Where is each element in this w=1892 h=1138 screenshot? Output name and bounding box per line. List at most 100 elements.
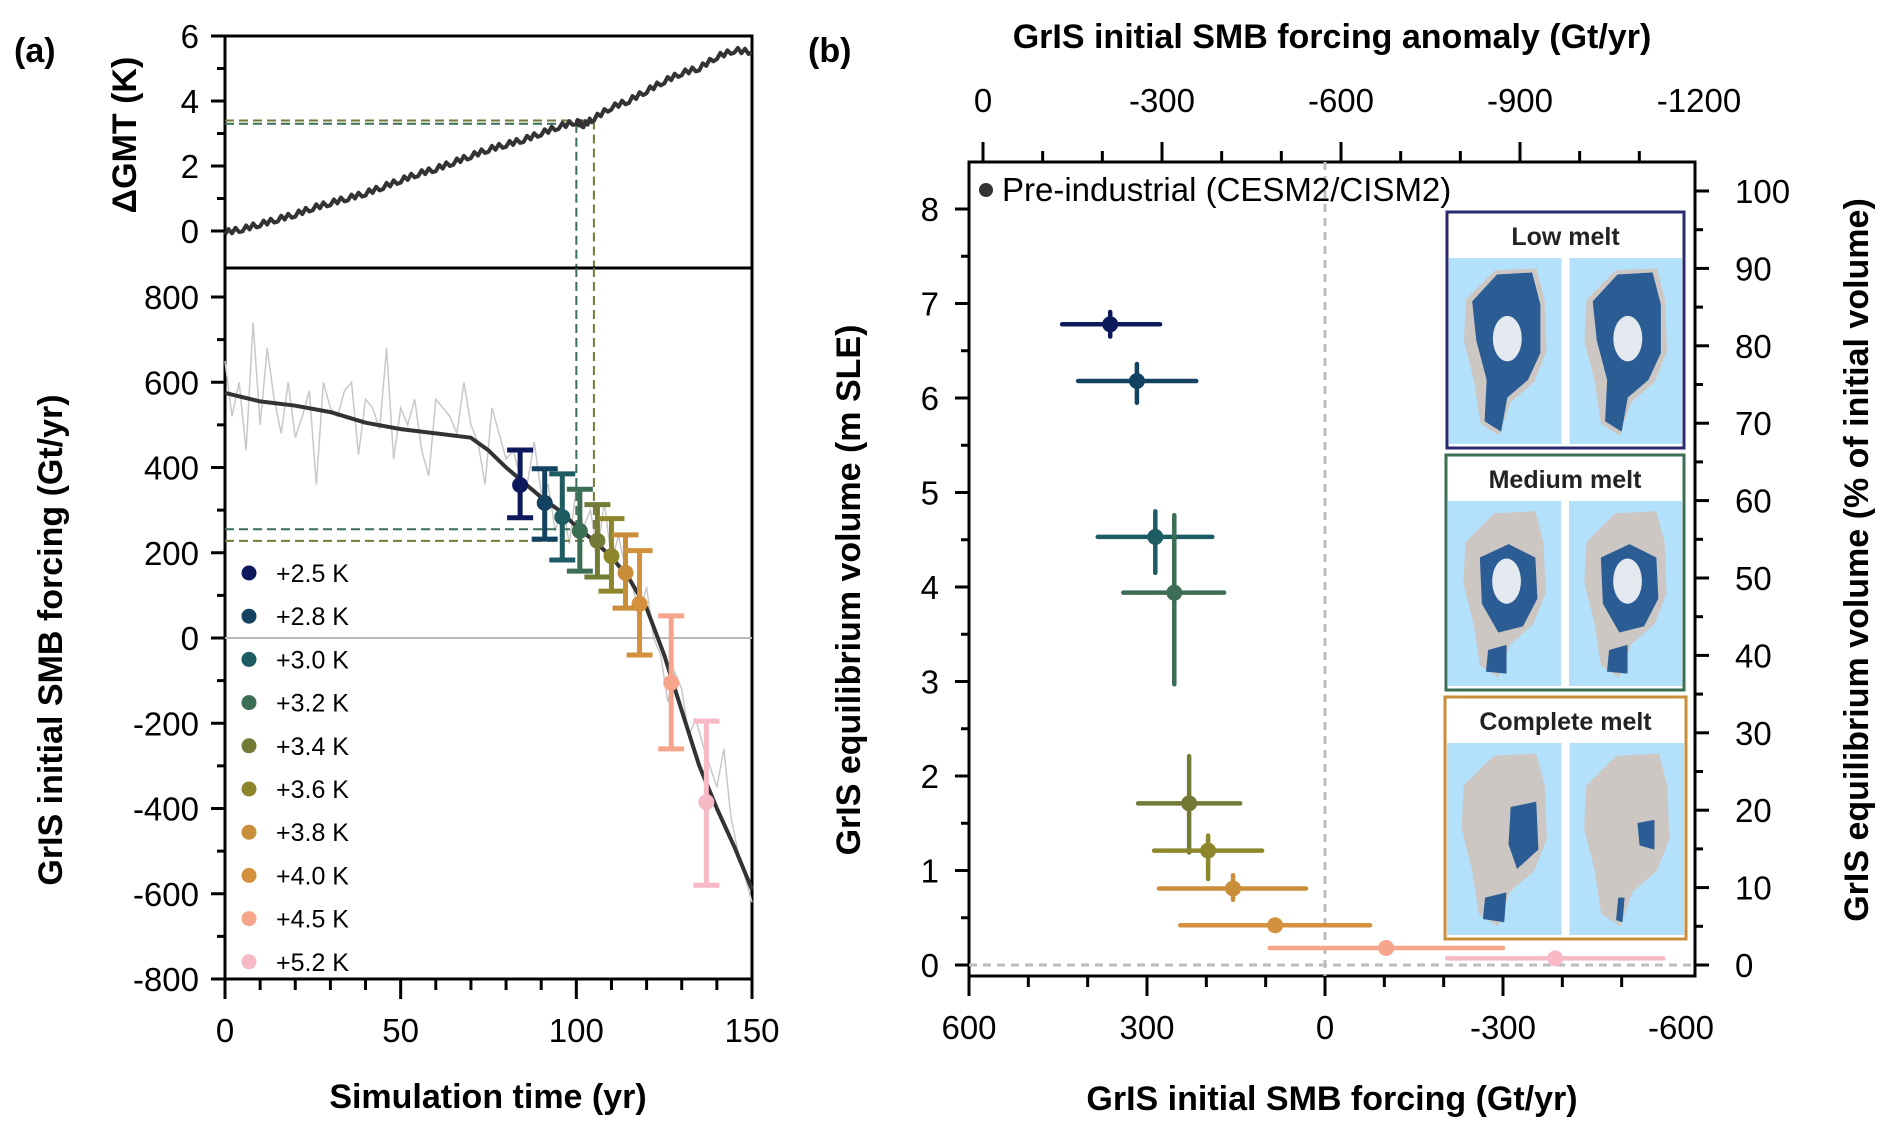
- b-data-point: [1378, 939, 1395, 956]
- b-ytick-label: 8: [921, 191, 939, 228]
- a-data-point: [603, 548, 620, 565]
- b-top-xtick-label: 0: [974, 82, 992, 119]
- b-xtick-label: 300: [1119, 1009, 1174, 1046]
- a-bottom-ytick-label: -200: [133, 705, 199, 742]
- b-data-point: [1102, 316, 1119, 333]
- b-ylabel: GrIS equilibrium volume (m SLE): [830, 325, 868, 856]
- legend-label: +3.0 K: [276, 646, 349, 674]
- b-frame: [967, 160, 1697, 978]
- b-data-point: [1200, 842, 1217, 859]
- a-top-ytick-label: 0: [181, 213, 199, 250]
- b-right-ytick-label: 0: [1735, 947, 1753, 984]
- a-bottom-ylabel: GrIS initial SMB forcing (Gt/yr): [32, 394, 70, 885]
- inset-map-land: [1584, 753, 1670, 927]
- b-right-ytick-label: 20: [1735, 792, 1772, 829]
- a-data-point: [631, 595, 648, 612]
- inset-map-ice-interior: [1492, 558, 1521, 604]
- a-errorbar-point: [693, 718, 720, 888]
- a-data-point: [571, 523, 588, 540]
- a-errorbar-point: [531, 466, 558, 542]
- a-errorbar-point: [566, 486, 593, 574]
- b-xtick-label: -600: [1648, 1009, 1714, 1046]
- panel-a: 0 2 4 6 800 600 400 200 0 -200 -400 -600 -800 0 50 100 1…: [133, 18, 780, 1049]
- a-errorbar-point: [598, 516, 625, 594]
- a-bottom-ytick-label: -800: [133, 961, 199, 998]
- legend-label: +3.2 K: [276, 690, 349, 718]
- inset-medium-melt: Medium melt: [1444, 453, 1686, 692]
- inset-map-ice-interior: [1613, 315, 1643, 362]
- b-ytick-label: 3: [921, 664, 939, 701]
- b-ytick-label: 4: [921, 569, 939, 606]
- b-right-ytick-label: 50: [1735, 560, 1772, 597]
- b-reference-marker: [979, 183, 993, 197]
- inset-map-ice: [1616, 819, 1655, 923]
- b-ytick-label: 0: [921, 947, 939, 984]
- b-ytick-label: 1: [921, 853, 939, 890]
- inset-title: Medium melt: [1489, 466, 1642, 494]
- a-errorbar-point: [658, 613, 685, 752]
- inset-map-ice-interior: [1492, 315, 1522, 362]
- b-ytick-label: 6: [921, 380, 939, 417]
- a-top-ytick-label: 6: [181, 18, 199, 55]
- b-errorbar-point: [1059, 309, 1163, 339]
- a-xtick-label: 100: [549, 1012, 604, 1049]
- a-errorbar-point: [612, 532, 639, 611]
- b-right-ytick-label: 30: [1735, 715, 1772, 752]
- b-errorbar-point: [1135, 753, 1243, 855]
- b-data-point: [1166, 584, 1183, 601]
- legend-marker: [241, 954, 257, 970]
- b-errorbar-point: [1177, 917, 1373, 934]
- b-data-point: [1225, 880, 1242, 897]
- b-right-ytick-label: 80: [1735, 328, 1772, 365]
- inset-map-ice: [1482, 801, 1539, 923]
- a-top-ylabel: ΔGMT (K): [106, 57, 144, 214]
- b-xlabel: GrIS initial SMB forcing (Gt/yr): [1086, 1080, 1577, 1118]
- a-gmt-line: [223, 46, 753, 236]
- legend-marker: [241, 867, 257, 883]
- legend-label: +5.2 K: [276, 949, 349, 977]
- b-data-point: [1128, 372, 1145, 389]
- legend-label: +4.0 K: [276, 862, 349, 890]
- a-data-point: [554, 508, 571, 525]
- b-data-point: [1267, 917, 1284, 934]
- b-right-ytick-label: 40: [1735, 637, 1772, 674]
- a-bottom-ytick-label: 400: [144, 450, 199, 487]
- legend-marker: [241, 565, 257, 581]
- legend-marker: [241, 824, 257, 840]
- b-ytick-label: 2: [921, 758, 939, 795]
- a-bottom-ytick-label: 600: [144, 364, 199, 401]
- legend-label: +3.6 K: [276, 776, 349, 804]
- b-right-ytick-label: 100: [1735, 173, 1790, 210]
- a-errorbar-point: [507, 447, 534, 521]
- b-right-ytick-label: 90: [1735, 250, 1772, 287]
- b-top-xtick-label: -300: [1129, 82, 1195, 119]
- a-bottom-ytick-label: -600: [133, 876, 199, 913]
- inset-complete-melt: Complete melt: [1443, 695, 1688, 941]
- b-xtick-label: -300: [1470, 1009, 1536, 1046]
- a-data-point: [589, 532, 606, 549]
- a-data-point: [663, 674, 680, 691]
- b-top-xtick-label: -900: [1487, 82, 1553, 119]
- b-right-ylabel: GrIS equilibrium volume (% of initial vo…: [1838, 198, 1876, 922]
- a-errorbar-point: [584, 502, 611, 580]
- b-errorbar-point: [1095, 509, 1215, 576]
- legend-label: +2.5 K: [276, 560, 349, 588]
- legend-label: +3.4 K: [276, 733, 349, 761]
- a-xtick-label: 50: [382, 1012, 419, 1049]
- b-top-xtick-label: -600: [1308, 82, 1374, 119]
- legend-label: +4.5 K: [276, 906, 349, 934]
- b-data-point: [1181, 795, 1198, 812]
- b-right-ytick-label: 10: [1735, 870, 1772, 907]
- b-errorbar-point: [1151, 833, 1265, 882]
- a-bottom-ytick-label: -400: [133, 791, 199, 828]
- b-xtick-label: 0: [1316, 1009, 1334, 1046]
- a-data-point: [512, 476, 529, 493]
- inset-map-ice-interior: [1613, 558, 1642, 604]
- a-bottom-frame: [223, 266, 754, 981]
- b-errorbar-point: [1121, 512, 1227, 687]
- legend-label: +3.8 K: [276, 819, 349, 847]
- b-ytick-label: 7: [921, 286, 939, 323]
- a-bottom-ytick-label: 800: [144, 279, 199, 316]
- b-data-point: [1547, 950, 1564, 967]
